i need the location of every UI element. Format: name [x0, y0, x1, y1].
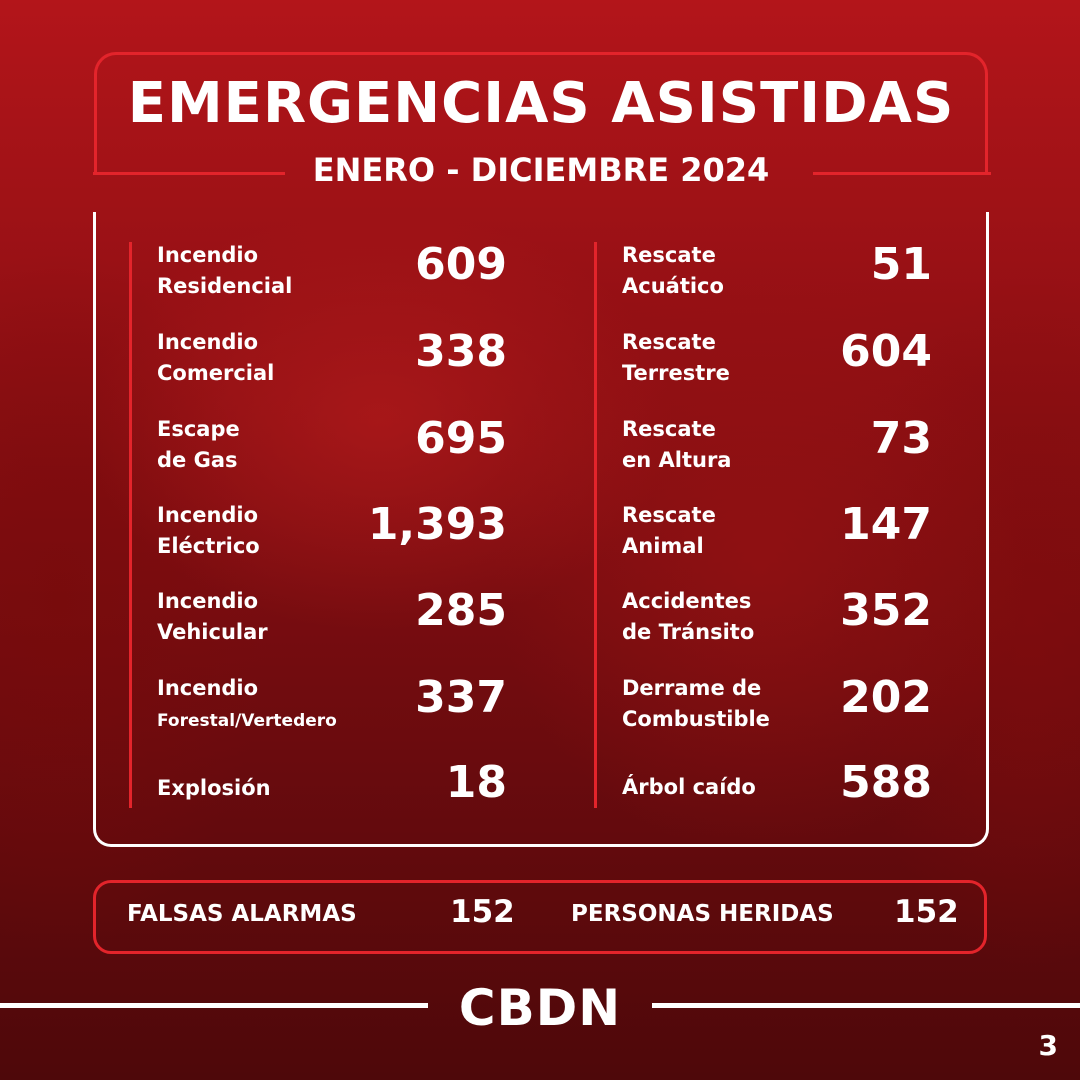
stat-value: 609 [415, 239, 507, 290]
stat-incendio-forestal: Incendio Forestal/Vertedero 337 [157, 672, 507, 737]
injured-value: 152 [894, 894, 959, 930]
stat-incendio-comercial: Incendio Comercial 338 [157, 326, 507, 391]
stat-label: Incendio Forestal/Vertedero [157, 676, 337, 731]
stat-value: 18 [445, 757, 507, 808]
title-frame [94, 52, 988, 173]
subtitle-line-right [813, 172, 991, 175]
false-alarms-label: FALSAS ALARMAS [127, 901, 357, 927]
stat-arbol-caido: Árbol caído 588 [622, 757, 932, 822]
stat-label: Explosión [157, 776, 271, 800]
footer-line-right [652, 1003, 1080, 1008]
stat-label: Incendio Comercial [157, 330, 275, 385]
stat-label: Rescate Animal [622, 503, 716, 558]
stat-value: 147 [840, 499, 932, 550]
stat-value: 73 [870, 413, 932, 464]
left-column-divider [129, 242, 132, 808]
stat-value: 202 [840, 672, 932, 723]
false-alarms-value: 152 [450, 894, 515, 930]
injured-label: PERSONAS HERIDAS [571, 901, 834, 927]
stat-label: Escape de Gas [157, 417, 240, 472]
stat-incendio-electrico: Incendio Eléctrico 1,393 [157, 499, 507, 564]
page-number: 3 [1038, 1029, 1058, 1062]
stat-value: 695 [415, 413, 507, 464]
stat-value: 352 [840, 585, 932, 636]
footer-line-left [0, 1003, 428, 1008]
date-range-subtitle: ENERO - DICIEMBRE 2024 [312, 151, 770, 189]
stat-accidentes-de-transito: Accidentes de Tránsito 352 [622, 585, 932, 650]
stat-rescate-animal: Rescate Animal 147 [622, 499, 932, 564]
summary-frame [93, 880, 987, 954]
stat-escape-de-gas: Escape de Gas 695 [157, 413, 507, 478]
stat-value: 588 [840, 757, 932, 808]
right-column-divider [594, 242, 597, 808]
stat-rescate-terrestre: Rescate Terrestre 604 [622, 326, 932, 391]
stat-label: Incendio Vehicular [157, 589, 268, 644]
stat-value: 1,393 [367, 499, 507, 550]
stat-value: 337 [415, 672, 507, 723]
stat-label: Accidentes de Tránsito [622, 589, 755, 644]
stat-label: Incendio Residencial [157, 243, 293, 298]
stat-label: Incendio Eléctrico [157, 503, 260, 558]
stat-value: 285 [415, 585, 507, 636]
subtitle-bar: ENERO - DICIEMBRE 2024 [93, 148, 991, 192]
stat-label: Derrame de Combustible [622, 676, 770, 731]
stat-label: Árbol caído [622, 775, 756, 799]
stats-panel [93, 212, 989, 847]
stat-incendio-vehicular: Incendio Vehicular 285 [157, 585, 507, 650]
stat-derrame-de-combustible: Derrame de Combustible 202 [622, 672, 932, 737]
stat-value: 338 [415, 326, 507, 377]
stat-value: 51 [870, 239, 932, 290]
stat-incendio-residencial: Incendio Residencial 609 [157, 239, 507, 304]
page-title: EMERGENCIAS ASISTIDAS [127, 71, 955, 136]
stat-value: 604 [840, 326, 932, 377]
stat-rescate-acuatico: Rescate Acuático 51 [622, 239, 932, 304]
brand-logo-text: CBDN [458, 979, 622, 1037]
stat-label: Rescate en Altura [622, 417, 732, 472]
stat-label: Rescate Terrestre [622, 330, 730, 385]
stat-explosion: Explosión 18 [157, 757, 507, 822]
stat-label: Rescate Acuático [622, 243, 724, 298]
subtitle-line-left [93, 172, 285, 175]
stat-rescate-en-altura: Rescate en Altura 73 [622, 413, 932, 478]
